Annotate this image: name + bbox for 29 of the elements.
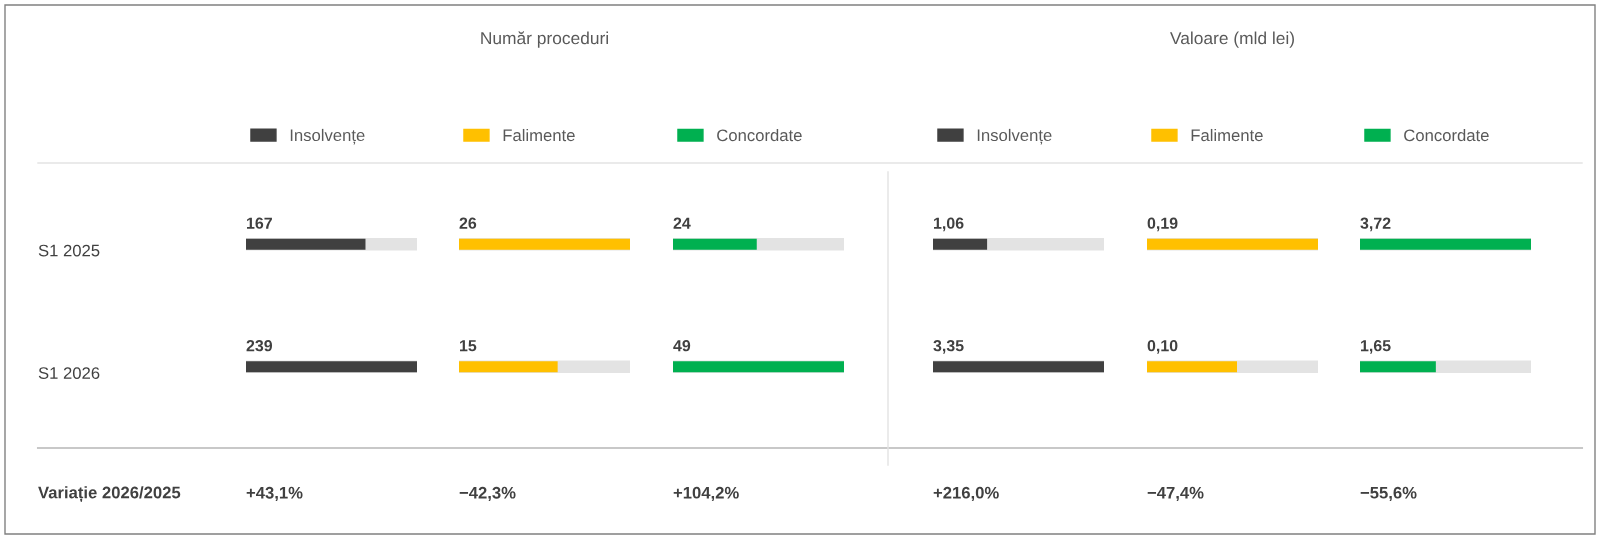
y-tick-label: S1 2025 [38,244,100,257]
text: −47,4% [1147,486,1204,502]
data-label: 0,19 [1147,217,1178,232]
data-label: 1,06 [934,217,964,232]
text: +216,0% [933,486,999,502]
data-label: 49 [673,340,691,352]
y-tick-label: S1 2026 [38,367,100,379]
data-label: 1,65 [1361,340,1391,354]
data-label: 0,10 [1147,340,1178,354]
chart-title: Număr proceduri [481,31,608,48]
data-label: 3,72 [1360,217,1391,232]
legend-label: Concordate [717,128,802,142]
data-label: 26 [459,217,477,229]
legend-label: Falimente [1191,128,1263,142]
data-label: 24 [673,217,691,229]
legend-label: Falimente [503,128,575,142]
legend-label: Insolvențe [290,128,365,145]
data-label: 15 [460,340,477,352]
legend-label: Concordate [1404,128,1489,142]
data-label: 239 [246,340,273,352]
legend-label: Insolvențe [977,128,1052,145]
text: +104,2% [673,486,739,502]
text: Variație 2026/2025 [38,486,181,503]
text: +43,1% [246,486,303,502]
text: −42,3% [459,486,516,502]
data-label: 3,35 [933,340,964,354]
chart-title: Valoare (mld lei) [1170,31,1294,48]
data-label: 167 [247,217,272,229]
text: −55,6% [1360,486,1417,502]
